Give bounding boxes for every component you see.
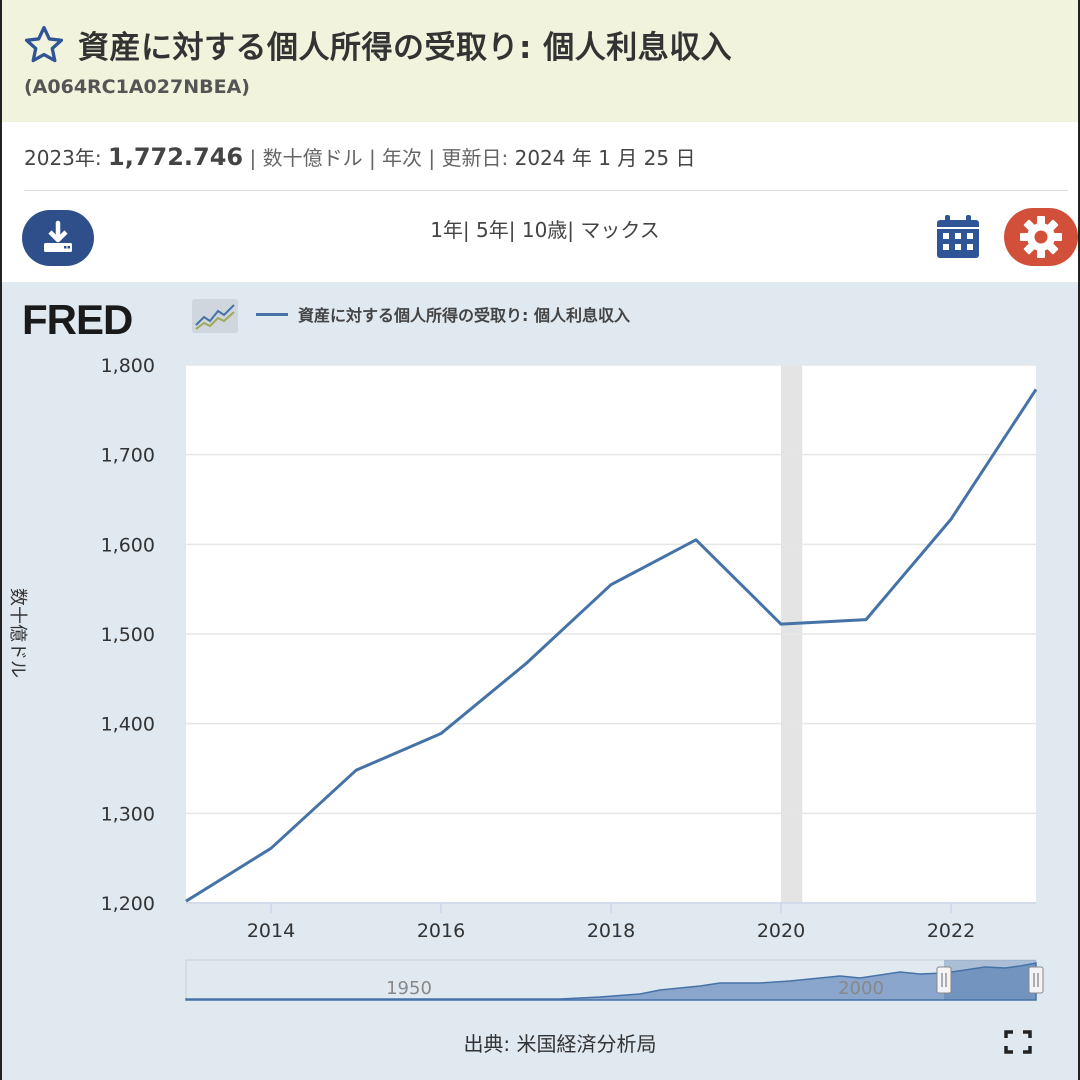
x-tick-label: 2022 xyxy=(927,920,975,942)
series-header: 資産に対する個人所得の受取り: 個人利息収入 (A064RC1A027NBEA) xyxy=(0,0,1080,122)
star-outline-icon[interactable] xyxy=(22,23,66,67)
navigator-handle[interactable] xyxy=(1028,966,1044,994)
settings-button[interactable] xyxy=(1004,208,1078,266)
y-tick-label: 1,200 xyxy=(101,893,155,915)
y-tick-label: 1,400 xyxy=(101,714,155,736)
x-tick-label: 2016 xyxy=(417,920,465,942)
fred-logo[interactable]: FRED xyxy=(22,296,133,343)
legend-label: 資産に対する個人所得の受取り: 個人利息収入 xyxy=(298,306,630,325)
y-tick-label: 1,700 xyxy=(101,445,155,467)
series-line xyxy=(185,388,1038,903)
navigator-series xyxy=(185,962,1037,1001)
page-title: 資産に対する個人所得の受取り: 個人利息収入 xyxy=(78,30,733,66)
updated-date: 2024 年 1 月 25 日 xyxy=(514,146,696,170)
download-button[interactable] xyxy=(22,210,94,266)
y-tick-label: 1,600 xyxy=(101,534,155,556)
x-tick-label: 2018 xyxy=(587,920,635,942)
date-range-selector[interactable]: 1年| 5年| 10歳| マックス xyxy=(430,218,660,242)
calendar-icon[interactable] xyxy=(934,214,982,260)
observation-meta: 2023年: 1,772.746 | 数十億ドル | 年次 | 更新日: 202… xyxy=(24,142,695,171)
legend-swatch xyxy=(256,312,288,316)
y-tick-label: 1,800 xyxy=(101,355,155,377)
series-id: (A064RC1A027NBEA) xyxy=(24,76,250,98)
fullscreen-icon[interactable] xyxy=(1004,1030,1032,1054)
source-note: 出典: 米国経済分析局 xyxy=(463,1032,657,1056)
y-tick-label: 1,300 xyxy=(101,803,155,825)
x-tick-label: 2020 xyxy=(757,920,805,942)
download-icon xyxy=(44,220,72,252)
latest-value: 1,772.746 xyxy=(108,143,244,171)
navigator-label: 2000 xyxy=(838,978,884,999)
x-tick-label: 2014 xyxy=(247,920,295,942)
units-label: | 数十億ドル | 年次 | 更新日: xyxy=(249,146,509,170)
navigator-selection xyxy=(944,960,1036,1000)
chart-legend: 資産に対する個人所得の受取り: 個人利息収入 xyxy=(256,302,630,326)
period-label: 2023年: xyxy=(24,146,102,170)
navigator-label: 1950 xyxy=(386,978,432,999)
y-tick-label: 1,500 xyxy=(101,624,155,646)
fred-chart-mini-icon xyxy=(192,299,238,333)
divider xyxy=(24,190,1068,191)
gear-icon xyxy=(1020,216,1062,258)
title-row: 資産に対する個人所得の受取り: 個人利息収入 xyxy=(22,22,732,67)
navigator-handle[interactable] xyxy=(936,966,952,994)
